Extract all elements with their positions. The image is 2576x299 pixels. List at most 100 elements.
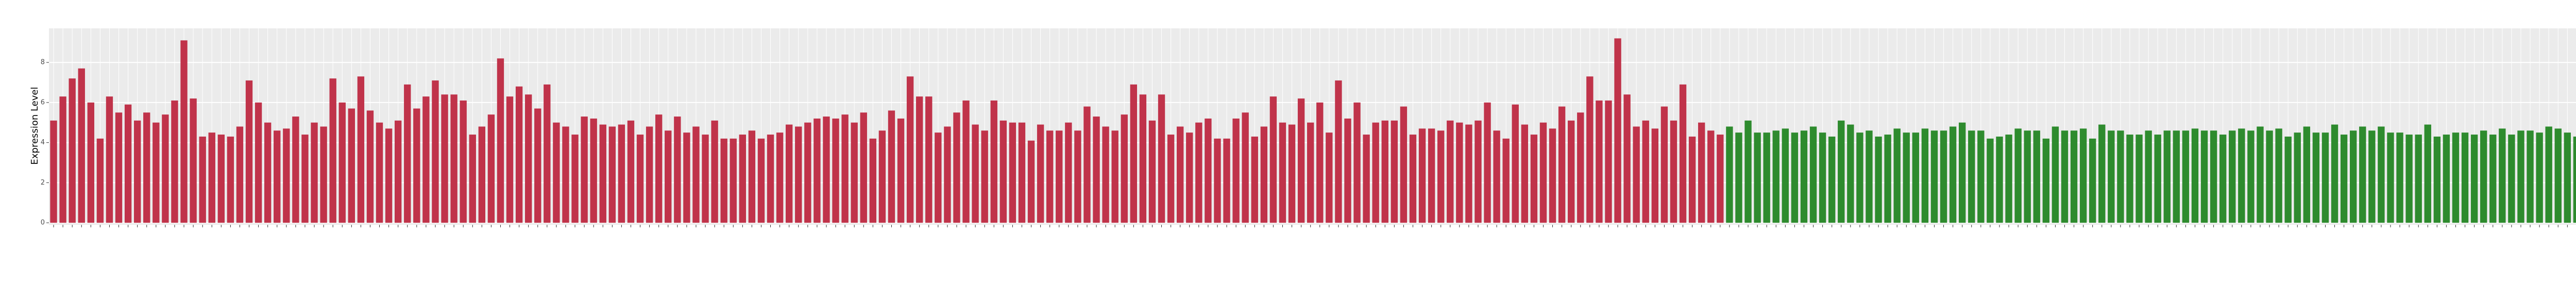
bar bbox=[1046, 130, 1054, 223]
bar bbox=[553, 122, 560, 223]
bar bbox=[2173, 130, 2180, 223]
bar bbox=[944, 126, 951, 223]
bar bbox=[2145, 130, 2152, 223]
bar bbox=[1633, 126, 1640, 223]
bar bbox=[1009, 122, 1016, 223]
bar bbox=[2508, 135, 2515, 223]
bar bbox=[1949, 126, 1957, 223]
bar bbox=[739, 135, 747, 223]
bar bbox=[599, 124, 606, 223]
bar bbox=[2480, 130, 2487, 223]
bar bbox=[1660, 106, 1668, 223]
bar bbox=[2033, 130, 2040, 223]
bar bbox=[152, 122, 160, 223]
bar bbox=[683, 132, 690, 223]
bar bbox=[981, 130, 988, 223]
bar bbox=[338, 102, 346, 223]
bar bbox=[1307, 122, 1314, 223]
bar bbox=[1279, 122, 1286, 223]
bar bbox=[1614, 38, 1621, 223]
bar bbox=[59, 96, 66, 223]
bar bbox=[757, 138, 765, 223]
bar bbox=[1763, 132, 1770, 223]
bar bbox=[618, 124, 625, 223]
bar bbox=[1363, 135, 1370, 223]
bar bbox=[264, 122, 272, 223]
bar bbox=[906, 76, 914, 223]
bar bbox=[515, 86, 523, 223]
bar bbox=[1484, 102, 1491, 223]
bar bbox=[1139, 94, 1147, 223]
bar bbox=[2247, 130, 2255, 223]
bar bbox=[2238, 128, 2245, 223]
bar bbox=[2089, 138, 2096, 223]
bar bbox=[1586, 76, 1594, 223]
bar bbox=[1223, 138, 1230, 223]
bar bbox=[124, 104, 132, 223]
bar bbox=[2200, 130, 2208, 223]
bar bbox=[2014, 128, 2022, 223]
bar bbox=[2163, 130, 2171, 223]
bar bbox=[1288, 124, 1296, 223]
bar bbox=[1260, 126, 1268, 223]
bar bbox=[990, 100, 997, 223]
bar bbox=[702, 135, 709, 223]
bar bbox=[1316, 102, 1324, 223]
bar bbox=[1977, 130, 1985, 223]
bar bbox=[2545, 126, 2552, 223]
bar bbox=[1344, 118, 1351, 223]
bar bbox=[2229, 130, 2236, 223]
bar bbox=[767, 135, 774, 223]
bar bbox=[1735, 132, 1742, 223]
bar bbox=[1903, 132, 1910, 223]
bar bbox=[162, 114, 169, 223]
bar bbox=[422, 96, 430, 223]
bar bbox=[1391, 120, 1398, 223]
bar bbox=[1205, 118, 1212, 223]
bar bbox=[544, 84, 551, 223]
bar bbox=[748, 130, 756, 223]
bar bbox=[1353, 102, 1361, 223]
bar bbox=[972, 124, 979, 223]
bar bbox=[1754, 132, 1761, 223]
bar bbox=[78, 68, 85, 223]
bar bbox=[2154, 135, 2161, 223]
bar bbox=[1596, 100, 1603, 223]
bar bbox=[2331, 124, 2338, 223]
bar bbox=[1800, 130, 1808, 223]
bar bbox=[227, 136, 234, 223]
bar bbox=[2554, 128, 2562, 223]
bar bbox=[2489, 135, 2497, 223]
bar bbox=[394, 120, 402, 223]
bar bbox=[217, 135, 225, 223]
bar bbox=[730, 138, 737, 223]
bar bbox=[636, 135, 644, 223]
bar bbox=[1539, 122, 1547, 223]
bar bbox=[1493, 130, 1500, 223]
bar bbox=[1558, 106, 1566, 223]
bar bbox=[301, 135, 309, 223]
bar bbox=[2378, 126, 2385, 223]
bar bbox=[1819, 132, 1826, 223]
bar bbox=[478, 126, 486, 223]
bar bbox=[1428, 128, 1435, 223]
bar bbox=[2517, 130, 2524, 223]
bar bbox=[1130, 84, 1138, 223]
bar bbox=[115, 112, 123, 223]
bar bbox=[1726, 126, 1733, 223]
bar bbox=[860, 112, 867, 223]
y-tick-label: 0 bbox=[41, 219, 45, 227]
bar bbox=[274, 130, 281, 223]
bar bbox=[674, 117, 681, 223]
bar bbox=[69, 78, 76, 223]
bar bbox=[2042, 138, 2050, 223]
bar bbox=[1111, 130, 1118, 223]
bar bbox=[1782, 128, 1789, 223]
bar bbox=[2359, 126, 2366, 223]
bar bbox=[2257, 126, 2264, 223]
bar bbox=[50, 120, 57, 223]
bar bbox=[2052, 126, 2059, 223]
bar bbox=[2182, 130, 2190, 223]
bar bbox=[1335, 80, 1342, 223]
